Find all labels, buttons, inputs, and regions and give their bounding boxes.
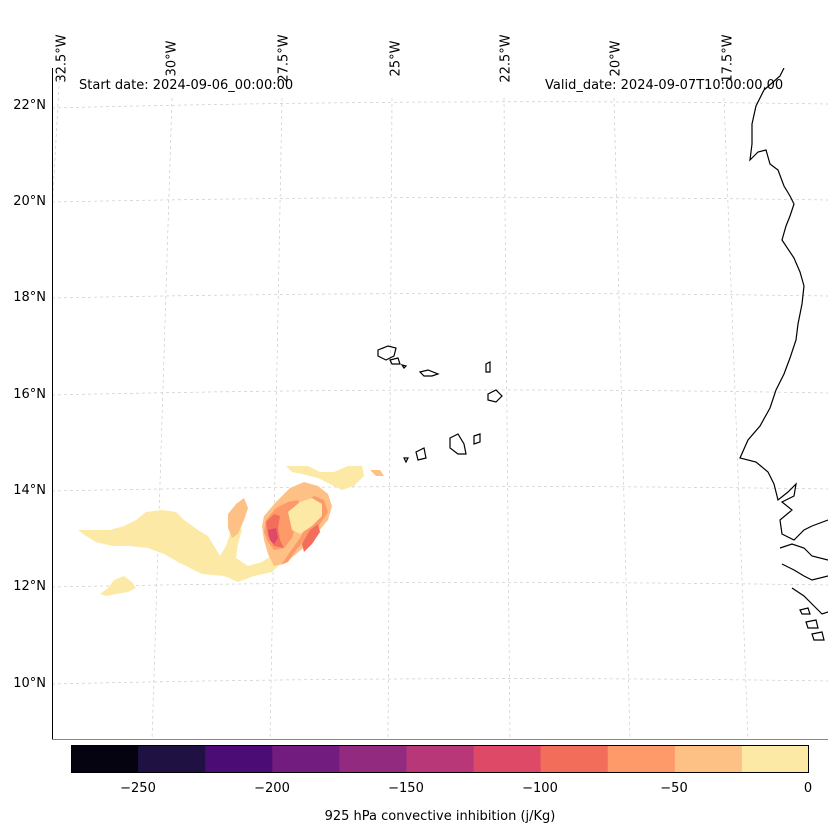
colorbar-segment — [138, 745, 206, 773]
gridline-lon-25 — [387, 97, 393, 741]
cin-contour-orange-speck — [370, 470, 384, 476]
lat-label: 20°N — [13, 194, 46, 209]
lon-label: 17.5°W — [720, 34, 736, 83]
island-sal — [485, 361, 491, 373]
cin-contour-pale-core — [288, 498, 322, 534]
gridline-lat-12 — [51, 582, 829, 588]
gridline-lat-20 — [51, 197, 829, 203]
lon-label: 20°W — [608, 40, 624, 77]
colorbar-tick: −150 — [388, 781, 424, 796]
island-boa-vista — [487, 389, 503, 403]
cape-verde-islands — [377, 345, 503, 464]
gridline-lon-17-5 — [723, 97, 749, 741]
lon-label: 32.5°W — [54, 34, 70, 83]
bijagos-islands — [799, 607, 825, 641]
colorbar — [71, 745, 810, 773]
west-africa-coastline — [739, 67, 829, 541]
lon-label: 25°W — [388, 40, 404, 77]
island-santiago — [449, 433, 467, 455]
map-spine-left — [52, 68, 53, 740]
lon-label: 30°W — [164, 40, 180, 77]
colorbar-segment — [339, 745, 407, 773]
colorbar-canvas — [71, 745, 810, 773]
colorbar-tick: 0 — [803, 781, 813, 796]
colorbar-segment — [607, 745, 676, 773]
map-panel[interactable] — [49, 67, 829, 741]
start-date-text: Start date: 2024-09-06_00:00:00 — [79, 78, 294, 93]
island-fogo — [415, 447, 427, 461]
colorbar-segment — [71, 745, 139, 773]
cin-contour-light-orange-west — [228, 498, 248, 538]
colorbar-tick: −200 — [254, 781, 290, 796]
gridline-lon-22-5 — [503, 97, 511, 741]
lat-label: 12°N — [13, 579, 46, 594]
lat-label: 16°N — [13, 387, 46, 402]
island-maio — [473, 433, 481, 445]
gridline-lon-30 — [151, 97, 173, 741]
lon-label: 22.5°W — [498, 34, 514, 83]
gridline-lat-16 — [51, 389, 829, 396]
colorbar-tick: −100 — [522, 781, 558, 796]
gridline-lon-27-5 — [269, 97, 283, 741]
valid-date-text: Valid_date: 2024-09-07T10:00:00.00 — [545, 78, 784, 93]
gridline-lat-22 — [51, 101, 829, 109]
colorbar-segment — [674, 745, 743, 773]
graticule — [49, 67, 829, 741]
lat-label: 18°N — [13, 290, 46, 305]
cin-contour-pale-small — [100, 576, 136, 596]
lat-label: 10°N — [13, 676, 46, 691]
colorbar-segment — [473, 745, 542, 773]
map-canvas — [49, 67, 829, 741]
gridline-lat-10 — [51, 678, 829, 685]
colorbar-tick: −250 — [120, 781, 156, 796]
lon-label: 27.5°W — [276, 34, 292, 83]
colorbar-tick: −50 — [660, 781, 688, 796]
cin-contour-salmon-east — [302, 524, 320, 552]
colorbar-segment — [406, 745, 475, 773]
colorbar-segment — [205, 745, 273, 773]
colorbar-segment — [272, 745, 340, 773]
cin-contour-pale-west — [78, 510, 298, 582]
map-spine-bottom — [52, 739, 828, 740]
island-sao-nicolau — [418, 369, 440, 377]
lat-label: 14°N — [13, 483, 46, 498]
gridline-lat-18 — [51, 293, 829, 299]
gridline-lon-20 — [613, 97, 631, 741]
colorbar-segment — [540, 745, 609, 773]
island-sao-vicente — [389, 357, 401, 365]
gridline-lat-14 — [51, 486, 829, 492]
cin-contours — [78, 466, 384, 596]
colorbar-segment — [741, 745, 810, 773]
colorbar-frame — [71, 745, 809, 773]
lat-label: 22°N — [13, 98, 46, 113]
cin-contour-pale-north — [286, 466, 364, 490]
island-santa-luzia — [400, 364, 408, 369]
gridline-lon-32-5 — [49, 67, 61, 249]
island-brava — [403, 457, 409, 464]
guinea-bissau-coast — [779, 543, 829, 615]
cin-contour-red — [268, 528, 278, 544]
colorbar-label: 925 hPa convective inhibition (j/Kg) — [324, 809, 556, 824]
island-santo-antao — [377, 345, 397, 361]
